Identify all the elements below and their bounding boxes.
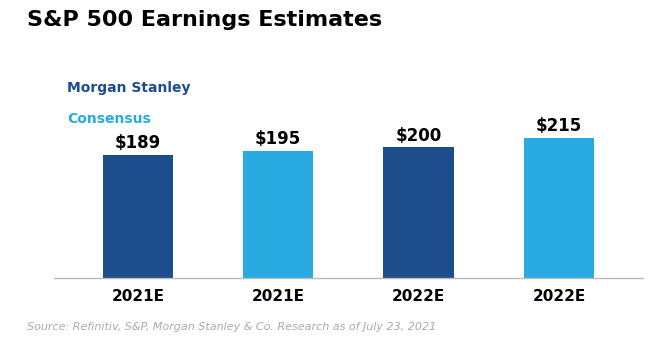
Text: $195: $195 <box>255 130 302 148</box>
Text: Source: Refinitiv, S&P, Morgan Stanley & Co. Research as of July 23, 2021: Source: Refinitiv, S&P, Morgan Stanley &… <box>27 322 436 332</box>
Text: $215: $215 <box>536 117 582 135</box>
Text: Morgan Stanley: Morgan Stanley <box>67 81 190 95</box>
Text: S&P 500 Earnings Estimates: S&P 500 Earnings Estimates <box>27 10 382 30</box>
Bar <box>383 147 454 278</box>
Bar <box>524 138 594 278</box>
Bar <box>103 155 173 278</box>
Text: $189: $189 <box>115 134 161 152</box>
Bar <box>243 151 314 278</box>
Text: $200: $200 <box>395 127 442 145</box>
Text: Consensus: Consensus <box>67 112 151 126</box>
